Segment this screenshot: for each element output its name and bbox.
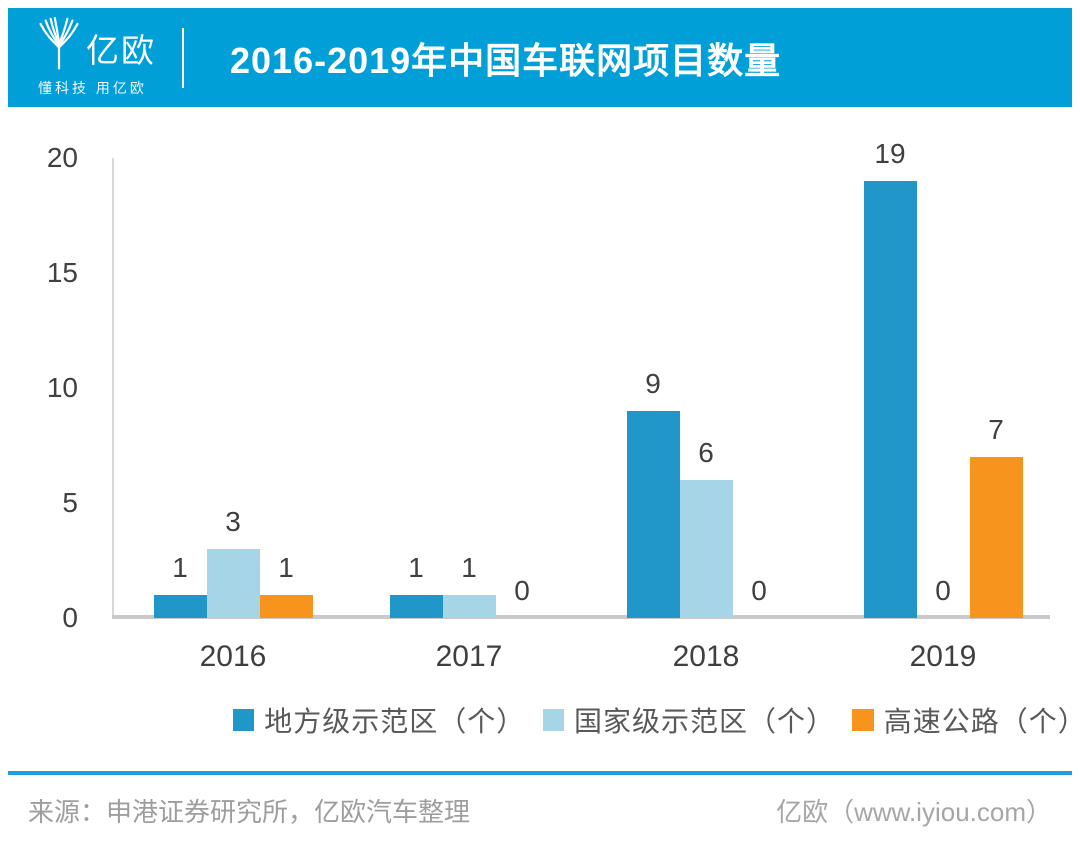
legend: 地方级示范区（个） 国家级示范区（个） 高速公路（个）	[233, 700, 1080, 740]
bar-value-label: 6	[698, 437, 714, 468]
bar-2018-series1	[626, 411, 680, 618]
bar-value-label: 7	[988, 414, 1004, 445]
bar-value-label: 1	[278, 552, 294, 583]
legend-item: 高速公路（个）	[852, 700, 1080, 740]
bar-2016-series3	[259, 595, 313, 618]
legend-item: 地方级示范区（个）	[233, 700, 526, 740]
y-tick-label: 20	[46, 142, 78, 173]
page-title: 2016-2019年中国车联网项目数量	[230, 39, 782, 81]
bar-value-label: 1	[408, 552, 424, 583]
bar-value-label: 9	[645, 368, 661, 399]
legend-item: 国家级示范区（个）	[542, 700, 836, 740]
bar-2016-series1	[153, 595, 207, 618]
bar-2017-series1	[389, 595, 443, 618]
y-tick-label: 15	[46, 257, 78, 288]
header-banner: 亿欧 懂科技 用亿欧 2016-2019年中国车联网项目数量	[8, 8, 1072, 107]
iyiou-logo: 亿欧 懂科技 用亿欧	[38, 17, 156, 98]
x-axis-label: 2017	[435, 640, 503, 673]
y-tick-label: 10	[46, 372, 78, 403]
bar-value-label: 19	[874, 138, 906, 169]
logo-tagline: 懂科技 用亿欧	[38, 80, 147, 96]
footer-divider	[8, 771, 1072, 775]
bar-value-label: 0	[514, 575, 530, 606]
y-tick-label: 5	[62, 487, 78, 518]
bar-value-label: 1	[461, 552, 477, 583]
site-text: 亿欧（www.iyiou.com）	[776, 797, 1052, 827]
bar-2018-series2	[679, 480, 733, 618]
bar-value-label: 0	[751, 575, 767, 606]
bar-2017-series2	[442, 595, 496, 618]
logo-row: 亿欧	[38, 17, 156, 71]
x-axis-baseline	[112, 615, 1050, 619]
bar-2016-series2	[206, 549, 260, 618]
bar-value-label: 3	[225, 506, 241, 537]
logo-wordmark: 亿欧	[86, 32, 156, 69]
legend-label: 高速公路（个）	[883, 706, 1080, 737]
bar-value-label: 1	[172, 552, 188, 583]
y-axis-line	[112, 158, 114, 618]
x-axis-label: 2016	[199, 640, 267, 673]
legend-swatch	[233, 709, 255, 731]
y-tick-label: 0	[62, 602, 78, 633]
x-axis-label: 2018	[672, 640, 740, 673]
bar-2019-series3	[969, 457, 1023, 618]
iyiou-branch-icon	[39, 17, 79, 70]
legend-label: 国家级示范区（个）	[574, 706, 836, 737]
legend-swatch	[852, 709, 874, 731]
x-axis-label: 2019	[909, 640, 977, 673]
source-text: 来源：申港证券研究所，亿欧汽车整理	[28, 797, 471, 827]
bar-2019-series1	[863, 181, 917, 618]
legend-label: 地方级示范区（个）	[264, 706, 526, 737]
legend-swatch	[542, 709, 564, 731]
header-divider	[182, 27, 184, 88]
bar-value-label: 0	[935, 575, 951, 606]
